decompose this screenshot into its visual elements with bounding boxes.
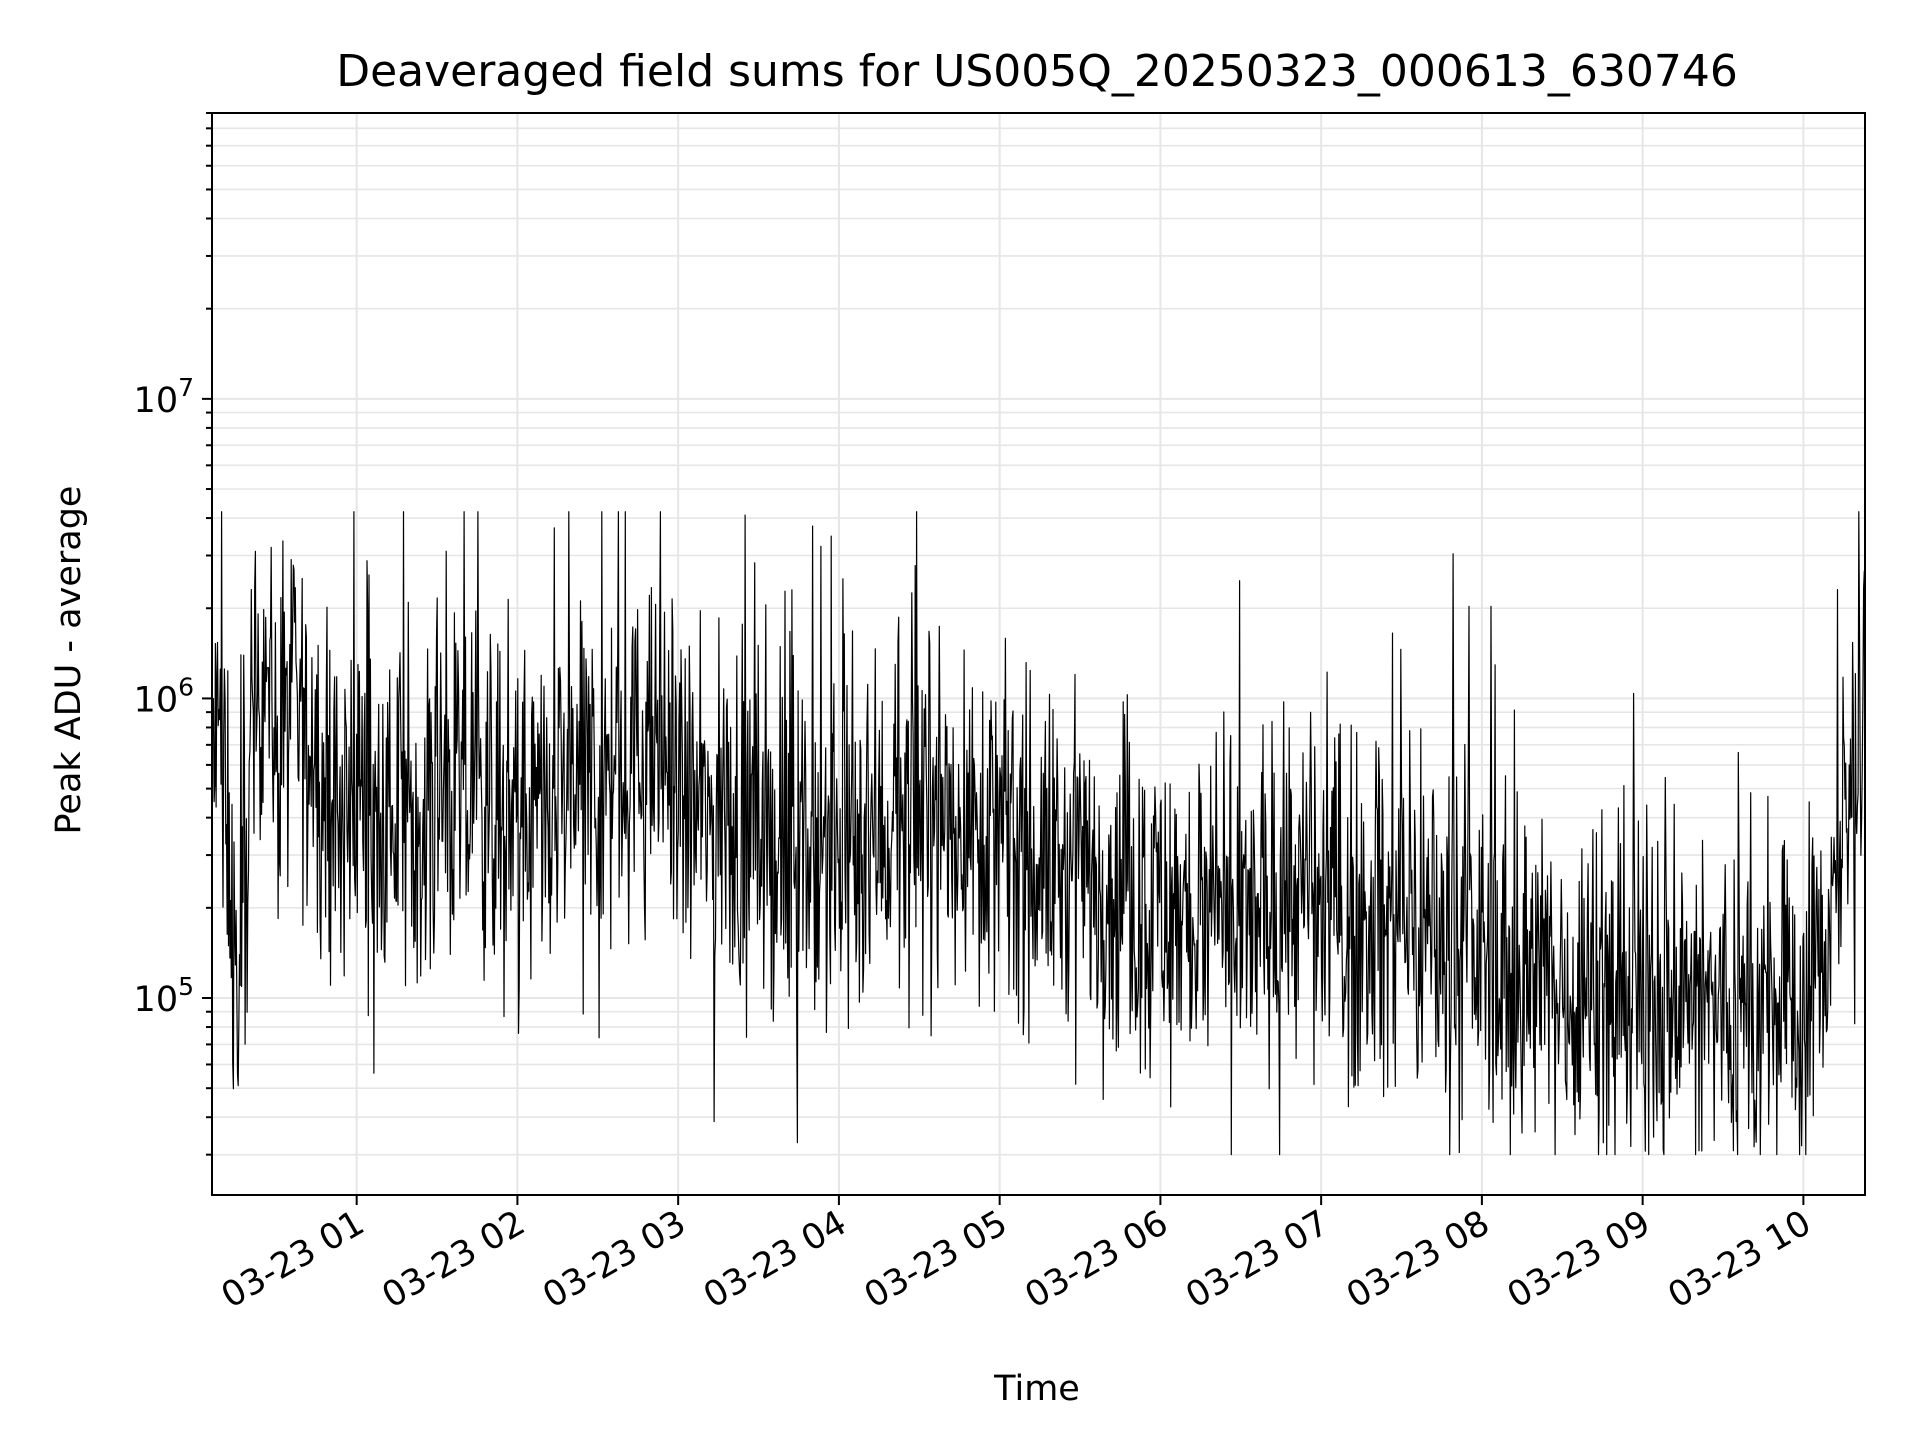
- series-line: [211, 511, 1866, 1156]
- y-axis-label: Peak ADU - average: [49, 486, 89, 835]
- y-tick-label: 106: [134, 672, 194, 720]
- plot-frame: [211, 112, 1866, 1196]
- chart-title: Deaveraged field sums for US005Q_2025032…: [336, 46, 1738, 97]
- series-layer: [211, 511, 1866, 1156]
- x-axis-label: Time: [993, 1369, 1080, 1409]
- y-tick-label: 107: [134, 373, 194, 421]
- grid-lines: [212, 112, 1865, 1195]
- y-tick-label: 105: [134, 972, 194, 1020]
- tick-marks: [202, 112, 1805, 1205]
- y-tick-labels: 105 106 107: [134, 373, 194, 1020]
